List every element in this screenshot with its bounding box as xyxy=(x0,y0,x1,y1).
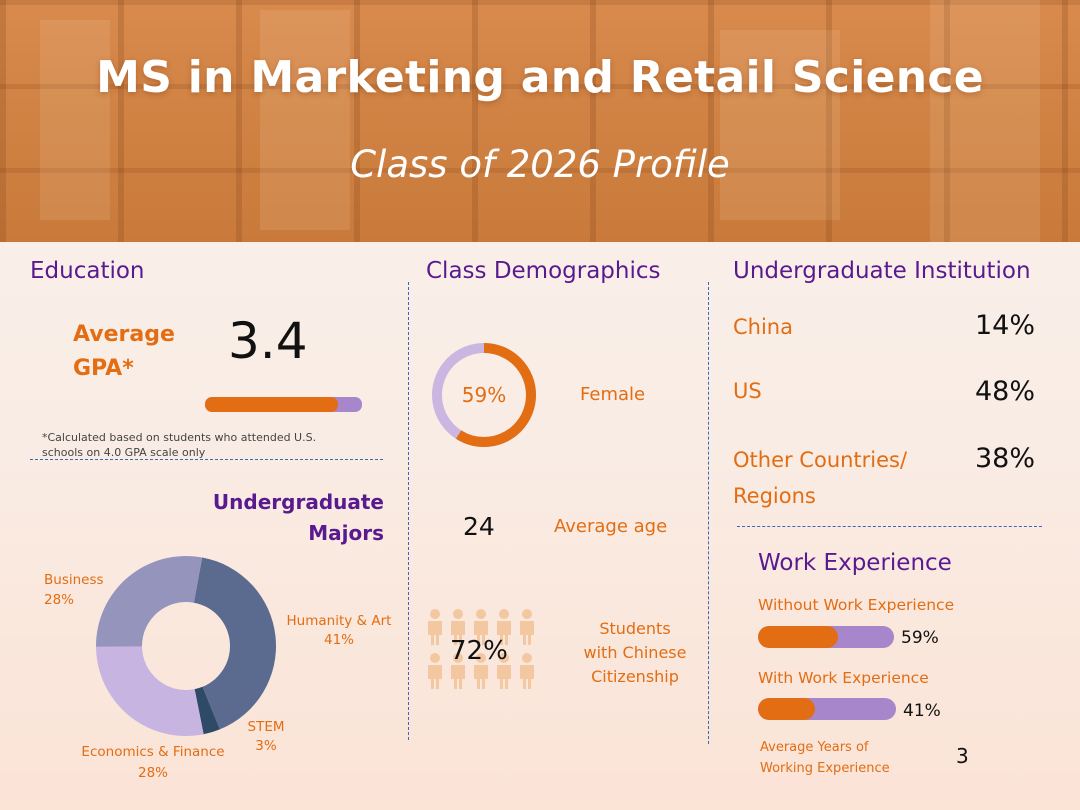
without-work-label: Without Work Experience xyxy=(758,596,955,614)
header-banner: MS in Marketing and Retail Science Class… xyxy=(0,0,1080,242)
page-subtitle: Class of 2026 Profile xyxy=(350,143,730,186)
institution-other-line2: Regions xyxy=(733,484,816,508)
gpa-label-line1: Average xyxy=(73,322,175,347)
label-business-pct: 28% xyxy=(44,592,75,608)
institution-other-line1: Other Countries/ xyxy=(733,448,908,472)
majors-donut-chart xyxy=(96,556,276,736)
institution-heading: Undergraduate Institution xyxy=(733,258,1031,284)
gpa-bar xyxy=(205,397,362,412)
work-heading: Work Experience xyxy=(758,550,952,576)
years-label-line2: Working Experience xyxy=(760,761,890,776)
footnote-line1: *Calculated based on students who attend… xyxy=(42,431,317,444)
female-ring-fill xyxy=(432,343,536,447)
without-work-bar-fill xyxy=(758,626,839,648)
citizenship-label-line1: Students xyxy=(599,619,671,638)
education-divider xyxy=(30,459,383,460)
donut-slice-business xyxy=(96,556,203,647)
with-work-bar-fill xyxy=(758,698,815,720)
gpa-bar-fill xyxy=(205,397,339,412)
label-economics: Economics & Finance 28% xyxy=(58,742,248,784)
majors-heading-line2: Majors xyxy=(308,521,384,545)
age-label: Average age xyxy=(554,516,668,537)
majors-heading-line1: Undergraduate xyxy=(212,490,384,514)
label-economics-name: Economics & Finance xyxy=(81,744,225,760)
age-value: 24 xyxy=(463,512,495,541)
label-humanity-name: Humanity & Art xyxy=(286,613,392,629)
label-economics-pct: 28% xyxy=(137,765,168,781)
demographics-heading: Class Demographics xyxy=(426,258,661,284)
with-work-label: With Work Experience xyxy=(758,669,929,687)
female-pct: 59% xyxy=(462,383,506,407)
donut-slice-economics-finance xyxy=(96,646,204,736)
donut-slice-humanity-art xyxy=(193,557,276,730)
institution-us-value: 48% xyxy=(975,376,1036,407)
with-work-bar xyxy=(758,698,896,720)
left-column-divider xyxy=(408,282,409,740)
label-business: Business 28% xyxy=(44,570,104,610)
without-work-bar xyxy=(758,626,894,648)
label-business-name: Business xyxy=(44,572,104,588)
right-column-divider xyxy=(708,282,709,744)
label-humanity-pct: 41% xyxy=(323,632,354,648)
with-work-pct: 41% xyxy=(903,701,941,721)
citizenship-label-line3: Citizenship xyxy=(591,667,679,686)
years-label-line1: Average Years of xyxy=(760,740,869,755)
page-title: MS in Marketing and Retail Science xyxy=(96,52,984,103)
majors-heading: Undergraduate Majors xyxy=(180,487,384,549)
institution-other-value: 38% xyxy=(975,443,1036,474)
label-stem-name: STEM xyxy=(247,719,285,735)
gpa-value: 3.4 xyxy=(228,312,308,370)
gpa-footnote: *Calculated based on students who attend… xyxy=(42,430,316,460)
citizenship-pct: 72% xyxy=(450,636,508,666)
citizenship-label: Students with Chinese Citizenship xyxy=(560,617,710,689)
citizenship-label-line2: with Chinese xyxy=(583,643,687,662)
institution-china-value: 14% xyxy=(975,310,1036,341)
footnote-line2: schools on 4.0 GPA scale only xyxy=(42,446,206,459)
gpa-label-line2: GPA* xyxy=(73,356,134,381)
years-label: Average Years of Working Experience xyxy=(760,737,890,779)
years-value: 3 xyxy=(956,744,969,768)
label-humanity: Humanity & Art 41% xyxy=(282,612,396,650)
label-stem: STEM 3% xyxy=(238,718,294,756)
gpa-label: Average GPA* xyxy=(73,318,175,386)
female-label: Female xyxy=(580,384,646,405)
label-stem-pct: 3% xyxy=(255,738,277,754)
institution-us-label: US xyxy=(733,379,762,403)
donut-slice-stem xyxy=(194,686,220,735)
institution-china-label: China xyxy=(733,315,793,339)
education-heading: Education xyxy=(30,258,145,284)
female-ring-chart: 59% xyxy=(432,343,536,447)
institution-other-label: Other Countries/ Regions xyxy=(733,442,907,514)
institution-divider xyxy=(737,526,1042,527)
without-work-pct: 59% xyxy=(901,628,939,648)
